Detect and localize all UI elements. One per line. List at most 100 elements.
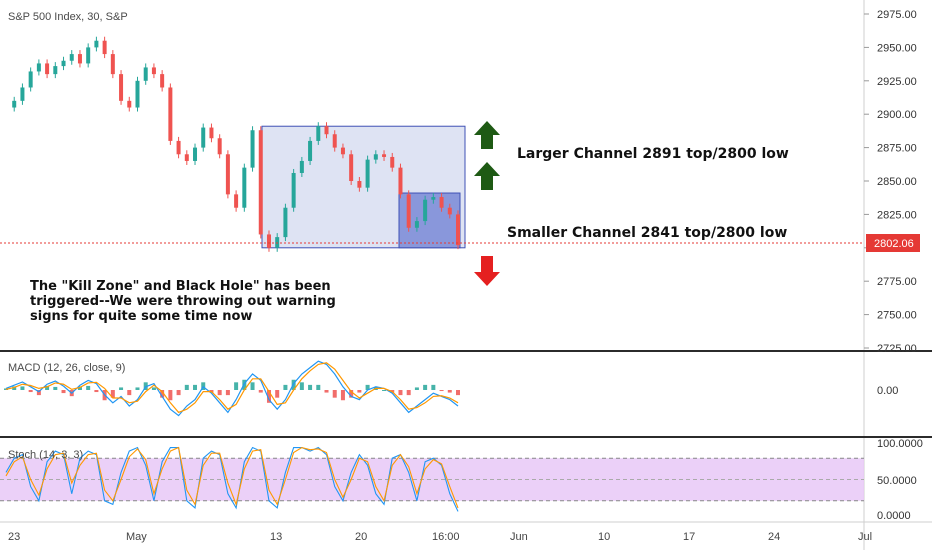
macd-histogram-bar	[266, 390, 271, 403]
price-axis[interactable]: 2975.00 2950.00 2925.00 2900.00 2875.00 2850.…	[864, 9, 917, 355]
price-axis-tick: 2725.00	[877, 343, 917, 355]
price-candle	[324, 126, 329, 135]
price-candle	[86, 47, 91, 64]
macd-histogram-bar	[217, 390, 222, 396]
time-axis-tick: 23	[8, 531, 20, 543]
time-axis-tick: 24	[768, 531, 780, 543]
price-candle	[168, 87, 173, 141]
macd-histogram-bar	[234, 382, 239, 390]
price-axis-tick: 2975.00	[877, 9, 917, 21]
stoch-axis-tick-100: 100.0000	[877, 438, 923, 450]
price-candle	[431, 197, 436, 200]
price-candle	[242, 167, 247, 208]
price-candle	[258, 130, 263, 235]
price-candle	[209, 127, 214, 139]
price-candle	[275, 237, 280, 248]
price-axis-tick: 2850.00	[877, 176, 917, 188]
price-candle	[439, 197, 444, 208]
macd-histogram-bar	[45, 385, 50, 390]
macd-histogram-bar	[127, 390, 132, 396]
price-candle	[127, 100, 132, 108]
price-candle	[160, 74, 165, 88]
stoch-d-line	[5, 446, 459, 509]
price-candle	[176, 140, 181, 155]
price-candle	[316, 126, 321, 141]
price-candle	[110, 54, 115, 75]
macd-histogram-bar	[12, 386, 17, 390]
macd-histogram-bar	[193, 384, 198, 390]
time-axis-tick: 13	[270, 531, 282, 543]
current-price-badge	[866, 234, 920, 252]
macd-histogram-bar	[316, 384, 321, 390]
price-candle	[447, 207, 452, 215]
price-axis-tick: 2875.00	[877, 143, 917, 155]
macd-histogram-bar	[365, 384, 370, 390]
price-axis-tick: 2950.00	[877, 42, 917, 54]
price-candle	[299, 160, 304, 173]
time-axis-tick: Jul	[858, 531, 872, 543]
macd-histogram-bar	[77, 386, 82, 390]
price-candle	[45, 63, 50, 75]
time-axis[interactable]: 23 May 13 20 16:00 Jun 10 17 24 Jul	[8, 531, 872, 543]
price-candle	[390, 156, 395, 168]
macd-histogram-bar	[225, 390, 230, 396]
price-candle	[135, 80, 140, 108]
price-candle	[308, 140, 313, 161]
macd-histogram-bar	[414, 387, 419, 390]
macd-histogram-bar	[61, 390, 66, 394]
macd-histogram-bar	[382, 390, 387, 391]
larger-channel-annotation: Larger Channel 2891 top/2800 low	[517, 146, 789, 162]
price-candle	[102, 40, 107, 55]
macd-histogram-bar	[53, 386, 58, 390]
macd-histogram-bar	[258, 390, 263, 393]
kill-zone-annotation-line1: The "Kill Zone" and Black Hole" has been	[30, 279, 331, 294]
price-candle	[20, 87, 25, 101]
macd-histogram-bar	[36, 390, 41, 396]
time-axis-tick: 16:00	[432, 531, 460, 543]
macd-histogram-bar	[184, 384, 189, 390]
smaller-channel-annotation: Smaller Channel 2841 top/2800 low	[507, 225, 787, 241]
price-candle	[12, 100, 17, 108]
arrow-down-icon	[474, 256, 500, 286]
stoch-label: Stoch (14, 3, 3)	[8, 449, 83, 461]
price-candle	[423, 199, 428, 222]
price-candle	[340, 147, 345, 155]
price-candle	[53, 66, 58, 75]
price-axis-tick: 2775.00	[877, 276, 917, 288]
macd-histogram-bar	[439, 390, 444, 392]
price-candle	[414, 221, 419, 228]
price-candle	[217, 138, 222, 155]
price-candle	[234, 194, 239, 208]
price-axis-tick: 2750.00	[877, 310, 917, 322]
price-candle	[456, 214, 460, 246]
price-candle	[291, 172, 296, 208]
macd-histogram-bar	[431, 384, 436, 390]
price-candle	[143, 67, 148, 81]
macd-histogram-bar	[176, 390, 181, 396]
macd-histogram-bar	[151, 387, 156, 390]
price-axis-tick: 2825.00	[877, 209, 917, 221]
macd-histogram-bar	[332, 390, 337, 398]
price-candle	[365, 159, 370, 188]
price-candle	[151, 67, 156, 75]
macd-histogram-bar	[398, 390, 403, 396]
macd-histogram-bar	[275, 390, 280, 398]
channel-zones	[261, 125, 466, 249]
current-price-label: 2802.06	[874, 238, 914, 250]
price-candle	[201, 127, 206, 148]
price-candle	[382, 154, 387, 157]
price-candle	[36, 63, 41, 72]
macd-histogram-bar	[447, 390, 452, 393]
macd-axis-tick: 0.00	[877, 385, 898, 397]
price-candle	[406, 194, 411, 228]
macd-histogram-bar	[283, 384, 288, 390]
arrow-up-icon	[474, 121, 500, 149]
macd-histogram-bar	[340, 390, 345, 401]
time-axis-tick: May	[126, 531, 147, 543]
macd-histogram-bar	[250, 382, 255, 390]
time-axis-tick: 10	[598, 531, 610, 543]
macd-signal-line	[5, 362, 459, 414]
price-axis-tick: 2925.00	[877, 76, 917, 88]
price-candle	[398, 167, 403, 195]
macd-histogram-bar	[110, 390, 115, 398]
